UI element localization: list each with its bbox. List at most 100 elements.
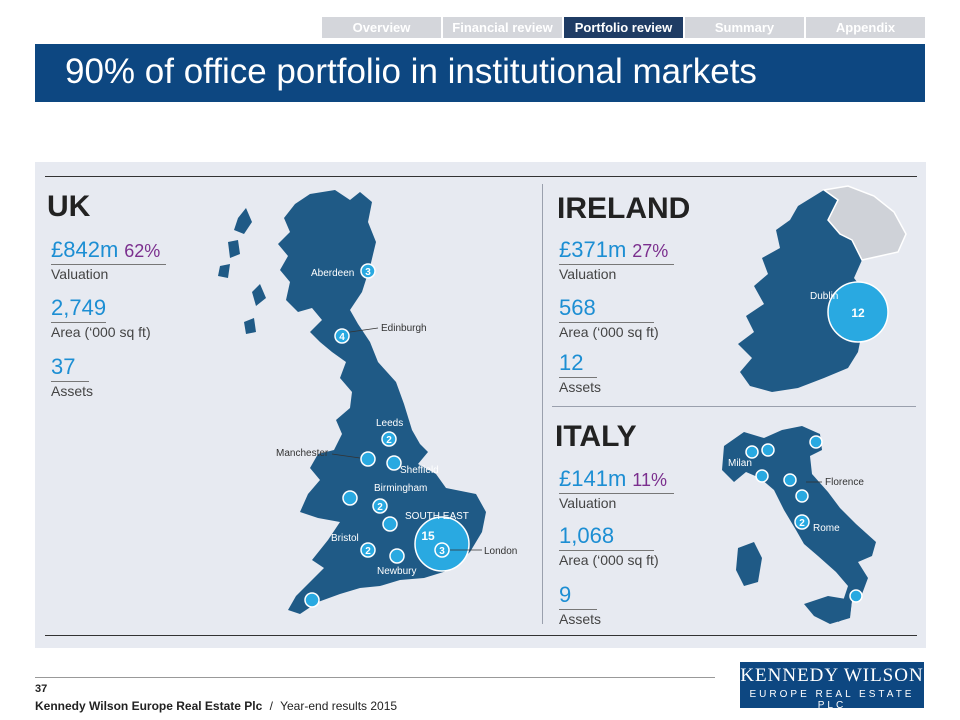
tab-overview[interactable]: Overview xyxy=(322,17,441,38)
manchester-leader xyxy=(331,453,361,459)
italy-valuation: £141m 11% Valuation xyxy=(559,466,674,511)
uk-valuation-pct: 62% xyxy=(124,241,161,261)
tab-financial-review[interactable]: Financial review xyxy=(443,17,562,38)
manchester-marker xyxy=(360,451,376,467)
italy-assets-label: Assets xyxy=(559,611,602,627)
ireland-valuation: £371m 27% Valuation xyxy=(559,237,674,282)
london-inner-marker xyxy=(434,542,450,558)
italy-assets: 9 Assets xyxy=(559,582,619,627)
uk-valuation-value: £842m xyxy=(51,237,119,262)
content-panel xyxy=(35,162,926,648)
rome-count: 2 xyxy=(799,518,805,529)
uk-assets: 37 Assets xyxy=(51,354,111,399)
florence-marker-2 xyxy=(795,489,809,503)
edinburgh-label: Edinburgh xyxy=(381,323,427,334)
aberdeen-marker xyxy=(360,263,376,279)
manchester-label: Manchester xyxy=(276,448,329,459)
birmingham-marker xyxy=(372,498,388,514)
section-nav: Overview Financial review Portfolio revi… xyxy=(322,17,925,38)
italy-map: 2 Milan Florence Rome xyxy=(722,426,876,624)
uk-landmass xyxy=(278,190,486,614)
logo-line-2: EUROPE REAL ESTATE PLC xyxy=(749,689,915,711)
sheffield-label: Sheffield xyxy=(400,465,439,476)
sheffield-marker xyxy=(386,455,402,471)
rome-marker xyxy=(794,514,810,530)
ireland-map: 12 Dublin xyxy=(738,185,907,392)
column-divider xyxy=(542,184,543,624)
footer-separator: / xyxy=(269,699,273,713)
north-east-marker xyxy=(809,435,823,449)
rome-label: Rome xyxy=(813,523,840,534)
plymouth-marker xyxy=(304,592,320,608)
tab-portfolio-review[interactable]: Portfolio review xyxy=(564,17,683,38)
ireland-landmass xyxy=(738,190,866,392)
ireland-assets: 12 Assets xyxy=(559,350,619,395)
ireland-area: 568 Area (‘000 sq ft) xyxy=(559,295,659,340)
uk-map: 3 4 2 2 2 3 15 Aberdeen Leeds Sheffield … xyxy=(218,190,517,614)
uk-assets-label: Assets xyxy=(51,383,94,399)
title-bar: 90% of office portfolio in institutional… xyxy=(35,44,925,102)
dublin-marker xyxy=(827,281,889,343)
tab-summary[interactable]: Summary xyxy=(685,17,804,38)
sardinia-landmass xyxy=(736,542,762,586)
newbury-label: Newbury xyxy=(377,566,416,577)
italy-area-label: Area (‘000 sq ft) xyxy=(559,552,659,568)
birmingham-count: 2 xyxy=(377,502,383,513)
uk-assets-value: 37 xyxy=(51,354,76,379)
italy-assets-value: 9 xyxy=(559,582,572,607)
dublin-count: 12 xyxy=(851,306,865,320)
italy-valuation-value: £141m xyxy=(559,466,627,491)
leeds-label: Leeds xyxy=(376,418,403,429)
birmingham-label: Birmingham xyxy=(374,483,427,494)
page-number: 37 xyxy=(35,683,48,695)
milan-marker-2 xyxy=(761,443,775,457)
uk-valuation-label: Valuation xyxy=(51,266,109,282)
sicily-landmass xyxy=(804,596,852,624)
italy-area: 1,068 Area (‘000 sq ft) xyxy=(559,523,659,568)
leeds-marker xyxy=(381,431,397,447)
uk-valuation: £842m 62% Valuation xyxy=(51,237,166,282)
london-count: 3 xyxy=(439,546,445,557)
italy-valuation-label: Valuation xyxy=(559,495,617,511)
florence-label: Florence xyxy=(825,477,864,488)
uk-title: UK xyxy=(47,190,91,223)
dublin-label: Dublin xyxy=(810,291,838,302)
italy-title: ITALY xyxy=(555,420,637,453)
uk-area: 2,749 Area (‘000 sq ft) xyxy=(51,295,151,340)
ireland-title: IRELAND xyxy=(557,192,691,225)
top-divider xyxy=(45,176,917,177)
edinburgh-count: 4 xyxy=(339,332,345,343)
kennedy-wilson-logo: KENNEDY WILSON EUROPE REAL ESTATE PLC xyxy=(740,662,924,711)
italy-valuation-pct: 11% xyxy=(632,470,667,490)
aberdeen-label: Aberdeen xyxy=(311,268,354,279)
uk-islands-north xyxy=(218,208,252,278)
ireland-valuation-pct: 27% xyxy=(632,241,669,261)
italy-area-value: 1,068 xyxy=(559,523,615,548)
south-east-label: SOUTH EAST xyxy=(405,511,469,522)
midlands-marker xyxy=(342,490,358,506)
london-label: London xyxy=(484,546,517,557)
bristol-count: 2 xyxy=(365,546,371,557)
uk-area-value: 2,749 xyxy=(51,295,107,320)
northern-ireland-landmass xyxy=(822,185,907,261)
edinburgh-marker xyxy=(334,328,350,344)
aberdeen-count: 3 xyxy=(365,267,371,278)
milan-marker-1 xyxy=(745,445,759,459)
edinburgh-leader xyxy=(349,327,379,333)
leeds-count: 2 xyxy=(386,435,392,446)
ireland-area-label: Area (‘000 sq ft) xyxy=(559,324,659,340)
tab-appendix[interactable]: Appendix xyxy=(806,17,925,38)
company-name: Kennedy Wilson Europe Real Estate Plc xyxy=(35,699,263,713)
ireland-valuation-value: £371m xyxy=(559,237,627,262)
footer-text: Kennedy Wilson Europe Real Estate Plc / … xyxy=(35,699,397,713)
uk-area-label: Area (‘000 sq ft) xyxy=(51,324,151,340)
ireland-valuation-label: Valuation xyxy=(559,266,617,282)
milan-marker-3 xyxy=(755,469,769,483)
bristol-label: Bristol xyxy=(331,533,359,544)
ireland-assets-label: Assets xyxy=(559,379,602,395)
bristol-marker xyxy=(360,542,376,558)
south-east-count: 15 xyxy=(421,529,435,543)
footer-subtitle: Year-end results 2015 xyxy=(280,699,398,713)
newbury-marker xyxy=(389,548,405,564)
oxford-marker xyxy=(382,516,398,532)
